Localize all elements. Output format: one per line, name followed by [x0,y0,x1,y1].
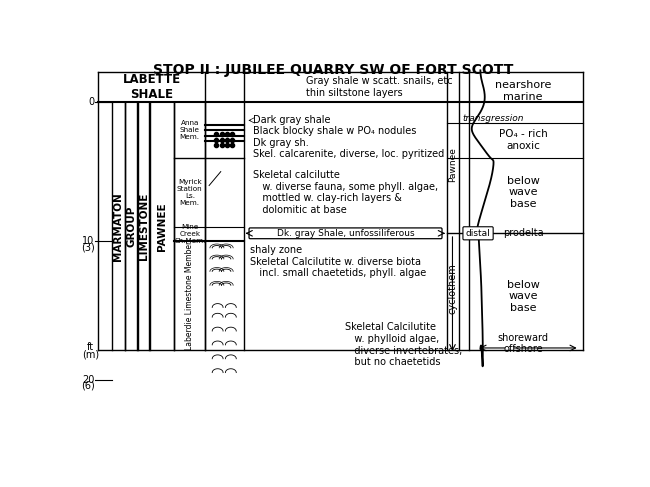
FancyBboxPatch shape [463,227,493,240]
Text: below
wave
base: below wave base [506,176,540,209]
Text: below
wave
base: below wave base [506,280,540,313]
Text: nearshore
marine: nearshore marine [495,80,551,102]
Text: Dark gray shale
Black blocky shale w PO₄ nodules
Dk gray sh.
Skel. calcarenite, : Dark gray shale Black blocky shale w PO₄… [254,114,445,159]
Text: Anna
Shale
Mem.: Anna Shale Mem. [180,120,200,140]
Text: Myrick
Station
Ls.
Mem.: Myrick Station Ls. Mem. [177,179,203,206]
Text: transgression: transgression [463,114,525,123]
FancyBboxPatch shape [249,228,442,239]
Text: cyclothem: cyclothem [448,263,458,314]
Text: GROUP: GROUP [126,206,136,247]
Text: shaly zone
Skeletal Calcilutite w. diverse biota
   incl. small chaetetids, phyl: shaly zone Skeletal Calcilutite w. diver… [250,245,426,278]
Text: PO₄ - rich
anoxic: PO₄ - rich anoxic [499,129,547,150]
Text: MARMATON: MARMATON [114,192,124,261]
Text: Gray shale w scatt. snails, etc
thin siltstone layers: Gray shale w scatt. snails, etc thin sil… [306,76,452,98]
Text: (3): (3) [81,242,94,252]
Text: Skeletal calcilutte
   w. diverse fauna, some phyll. algae,
   mottled w. clay-r: Skeletal calcilutte w. diverse fauna, so… [254,170,438,215]
Text: (6): (6) [81,381,94,391]
Text: PAWNEE: PAWNEE [157,202,167,251]
Text: shoreward
offshore: shoreward offshore [497,333,549,354]
Text: Pawnee: Pawnee [448,147,458,182]
Text: 20: 20 [82,375,94,385]
Text: distal: distal [465,229,491,238]
Text: 0: 0 [88,97,94,107]
Text: Skeletal Calcilutite
   w. phylloid algae,
   diverse invertebrates,
   but no c: Skeletal Calcilutite w. phylloid algae, … [344,322,462,367]
Text: LIMESTONE: LIMESTONE [138,193,149,260]
Text: prodelta: prodelta [502,228,543,238]
Text: 10: 10 [82,236,94,246]
Text: Dk. gray Shale, unfossiliferous: Dk. gray Shale, unfossiliferous [277,229,414,238]
Text: ft: ft [87,342,94,352]
Text: Mine
Creek
Sh.Mem.: Mine Creek Sh.Mem. [174,224,205,244]
Text: STOP II : JUBILEE QUARRY SW OF FORT SCOTT: STOP II : JUBILEE QUARRY SW OF FORT SCOT… [153,63,514,77]
Text: Laberdie Limestone Member: Laberdie Limestone Member [185,241,194,350]
Text: (m): (m) [82,349,99,359]
Text: LABETTE
SHALE: LABETTE SHALE [123,73,181,101]
